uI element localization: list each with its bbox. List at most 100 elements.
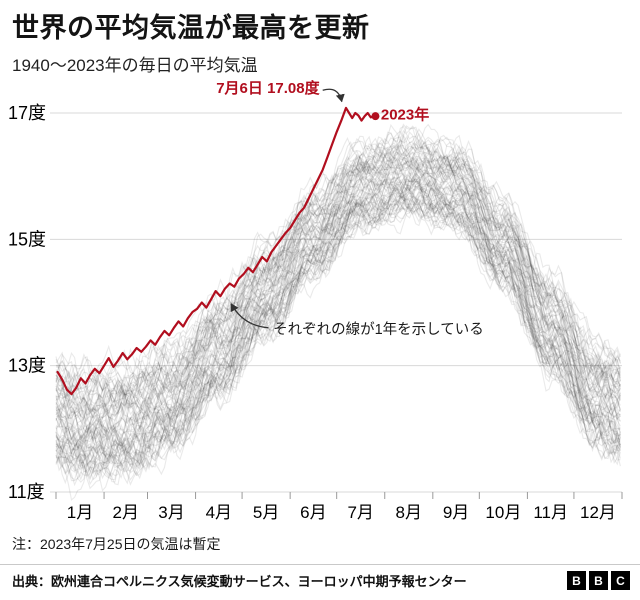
year-line [55, 184, 621, 466]
year-line [55, 176, 621, 466]
year-line [55, 150, 621, 433]
year-line [55, 162, 621, 452]
year-line [55, 125, 621, 409]
year-line [55, 145, 621, 437]
year-line [55, 128, 621, 403]
year-line [55, 153, 621, 430]
year-line [55, 187, 621, 476]
y-axis-label: 11度 [8, 482, 45, 502]
footnote: 注：2023年7月25日の気温は暫定 [12, 536, 221, 553]
year-line [55, 131, 621, 407]
year-line [55, 195, 621, 487]
footer: 出典：欧州連合コペルニクス気候変動サービス、ヨーロッパ中期予報センター B B … [0, 565, 640, 591]
endpoint-label: 2023年 [381, 106, 429, 124]
year-line [55, 191, 621, 484]
year-line [56, 159, 621, 442]
year-line [55, 186, 621, 482]
year-line [55, 143, 621, 417]
year-line [55, 182, 621, 466]
year-line [55, 170, 621, 454]
gray-lines-note-arrow [230, 303, 269, 329]
month-label: 11月 [533, 503, 568, 522]
peak-label: 7月6日 17.08度 [216, 79, 320, 97]
year-line [55, 145, 621, 426]
month-label: 3月 [158, 503, 184, 522]
year-line [55, 131, 621, 423]
year-line [55, 159, 621, 433]
year-line [55, 171, 621, 473]
page-subtitle: 1940〜2023年の毎日の平均気温 [12, 56, 258, 76]
year-line [55, 164, 621, 449]
year-line [55, 176, 621, 465]
year-line [55, 143, 621, 430]
y-axis-label: 15度 [8, 230, 46, 250]
bbc-logo-block: B [567, 571, 586, 591]
peak-label-arrow [322, 88, 345, 103]
year-line [55, 167, 621, 443]
year-line [55, 187, 621, 485]
year-line [55, 193, 621, 490]
year-line [55, 192, 621, 481]
year-line [55, 156, 621, 436]
chart-header: 世界の平均気温が最高を更新 1940〜2023年の毎日の平均気温 [0, 0, 640, 76]
year-line [55, 139, 621, 408]
year-line [55, 172, 621, 464]
year-line [55, 183, 621, 468]
gray-lines-note: それぞれの線が1年を示している [273, 321, 484, 338]
year-line [55, 133, 621, 418]
year-line [55, 138, 621, 413]
month-label: 6月 [300, 503, 326, 522]
year-line [55, 186, 621, 486]
year-line [55, 149, 621, 431]
temperature-chart: 17度 15度 13度 11度 1月 2月 3月 4月 5月 6月 7月 8月 9月 10月 11月 12月 7… [8, 79, 623, 522]
series-2023-line [56, 107, 377, 396]
month-label: 1月 [67, 503, 93, 522]
year-line [55, 186, 621, 485]
year-line [55, 148, 621, 430]
year-line [55, 142, 621, 429]
year-line [55, 196, 621, 502]
year-line [55, 182, 621, 487]
year-line [55, 178, 621, 476]
year-line [55, 126, 621, 405]
year-line [55, 197, 621, 484]
year-line [55, 138, 621, 416]
y-axis-label: 17度 [8, 103, 46, 123]
year-line [55, 175, 621, 472]
year-line [55, 133, 621, 416]
month-label: 7月 [347, 503, 373, 522]
year-line [55, 153, 621, 452]
year-line [55, 179, 621, 474]
year-line [55, 156, 621, 442]
year-line [55, 141, 621, 430]
footer-divider [0, 564, 640, 566]
year-line [55, 133, 621, 402]
month-label: 8月 [396, 503, 422, 522]
year-line [55, 136, 621, 405]
month-label: 9月 [443, 503, 469, 522]
page-title: 世界の平均気温が最高を更新 [12, 13, 370, 43]
year-line [55, 192, 621, 481]
month-label: 2月 [113, 503, 139, 522]
year-line [55, 184, 621, 479]
year-line [55, 179, 621, 468]
bbc-logo-block: C [611, 571, 630, 591]
month-label: 10月 [485, 503, 521, 522]
month-label: 4月 [206, 503, 232, 522]
year-line [55, 124, 621, 398]
year-line [55, 161, 621, 451]
year-line [55, 140, 621, 433]
year-line [55, 179, 621, 476]
series-2023-endpoint-dot [371, 112, 380, 121]
year-line [55, 176, 621, 477]
year-line [55, 172, 621, 464]
month-label: 5月 [253, 503, 279, 522]
year-line [55, 147, 621, 416]
year-lines-group [55, 123, 621, 502]
bbc-logo-block: B [589, 571, 608, 591]
year-line [55, 169, 621, 446]
year-line [55, 192, 621, 480]
year-line [55, 147, 621, 439]
year-line [55, 123, 621, 397]
year-line [55, 124, 621, 405]
